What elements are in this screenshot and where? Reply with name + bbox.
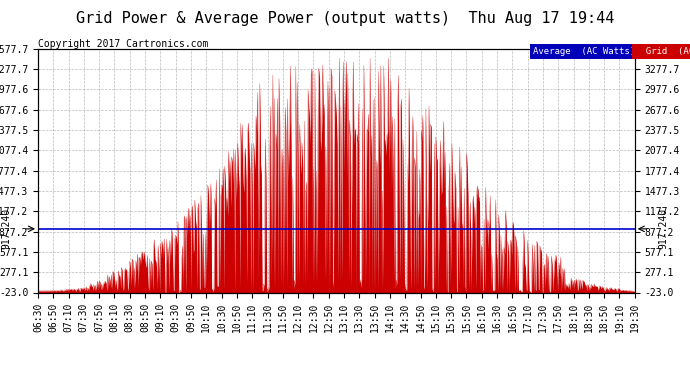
Text: Average  (AC Watts): Average (AC Watts) (533, 47, 635, 56)
Text: 917.240: 917.240 (659, 208, 669, 249)
Text: Copyright 2017 Cartronics.com: Copyright 2017 Cartronics.com (38, 39, 208, 50)
Text: Grid  (AC Watts): Grid (AC Watts) (635, 47, 690, 56)
Text: 917.240: 917.240 (1, 208, 11, 249)
Text: Grid Power & Average Power (output watts)  Thu Aug 17 19:44: Grid Power & Average Power (output watts… (76, 11, 614, 26)
